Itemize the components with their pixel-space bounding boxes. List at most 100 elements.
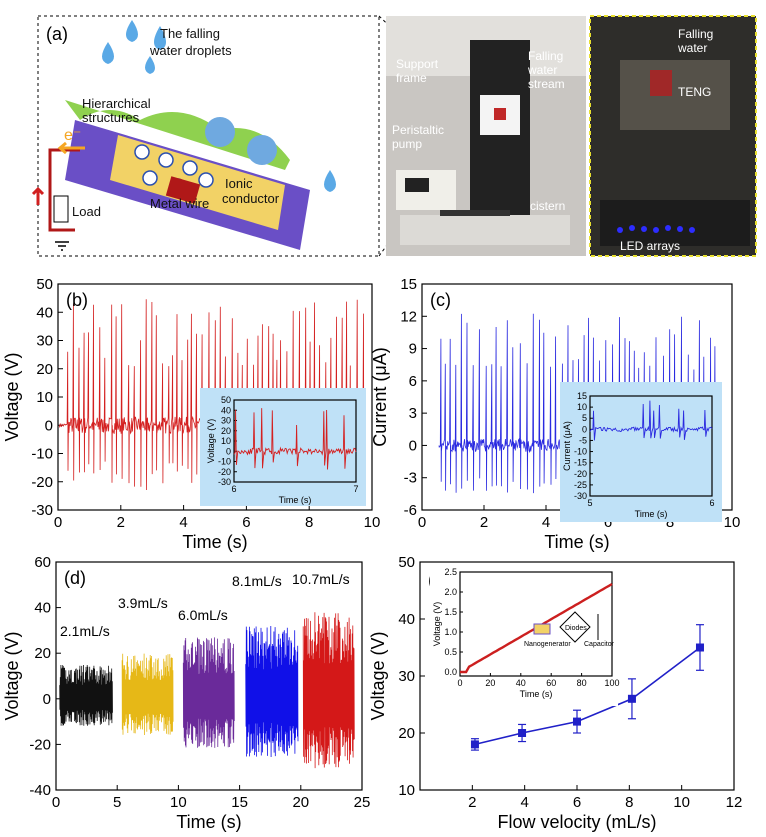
e-x-tick-label: 12 [726,794,743,811]
cistern-label: cistern [530,199,565,213]
d-x-tick-label: 20 [292,794,309,811]
c-inset-y-axis-label: Current (μA) [562,421,572,471]
chart-e: 2 4 6 8 10 12 10 20 30 40 50 Flow velocity (mL/s) Vo… [368,554,742,832]
d-x-tick-label: 25 [354,794,371,811]
c-y-tick-label: 0 [409,437,417,454]
c-y-tick-label: -3 [404,470,417,487]
d-series-4 [302,612,355,769]
c-inset-x-tick-label: 6 [709,498,714,508]
c-x-tick-label: 10 [724,514,741,531]
d-y-tick-label: 60 [34,554,51,571]
c-y-axis-label: Current (μA) [370,347,390,446]
teng-label: TENG [678,85,711,99]
c-inset-y-tick-label: -10 [574,447,587,457]
d-y-tick-label: 40 [34,600,51,617]
c-inset-x-axis-label: Time (s) [635,509,668,519]
d-x-tick-label: 5 [113,794,121,811]
e-inset-y-axis-label: Voltage (V) [432,602,442,647]
d-plot-frame [55,561,363,791]
b-inset-y-tick-label: 50 [221,395,231,405]
e-data-point [470,740,479,749]
d-series-label-2: 6.0mL/s [178,607,228,623]
diodes-label: Diodes [565,625,587,632]
c-inset-series [589,400,713,441]
b-inset-y-tick-label: 40 [221,405,231,415]
b-inset-series [233,408,357,470]
e-data-point [627,694,636,703]
capacitor-label: Capacitor [584,641,615,648]
e-x-tick-label: 10 [673,794,690,811]
e-inset-x-tick-label: 60 [546,678,556,688]
e-data-point [695,643,704,652]
e-y-tick-label: 20 [398,725,415,742]
b-x-tick-label: 2 [117,514,125,531]
e-inset-bg [430,568,618,706]
e-data-point [573,717,581,726]
b-y-tick-label: 30 [36,333,53,350]
e-y-tick-label: 30 [398,668,415,685]
e-inset-x-tick-label: 100 [604,678,619,688]
d-x-axis-label: Time (s) [176,812,241,832]
b-x-tick-label: 6 [242,514,250,531]
e-x-tick-label: 8 [625,794,633,811]
c-y-tick-label: 12 [400,308,417,325]
e-y-tick-label: 50 [398,554,415,571]
c-inset-plot-frame [589,395,713,497]
led-photo [589,15,757,257]
b-y-tick-label: -30 [31,502,53,519]
b-panel-label: (b) [66,290,88,310]
e-x-tick-label: 2 [468,794,476,811]
b-inset-x-tick-label: 6 [231,484,236,494]
e-x-tick-label: 4 [520,794,528,811]
c-panel-label: (c) [430,290,451,310]
droplets-text: The falling water droplets [149,26,232,58]
d-x-tick-label: 0 [52,794,60,811]
d-y-tick-label: -40 [29,782,51,799]
b-inset-y-tick-label: 10 [221,436,231,446]
c-y-tick-label: 3 [409,405,417,422]
metal-wire-label: Metal wire [150,196,209,211]
b-inset-y-tick-label: 0 [226,446,231,456]
d-series-0 [59,664,113,726]
c-inset-y-tick-label: 10 [577,402,587,412]
b-x-tick-label: 0 [54,514,62,531]
e-y-tick-label: 40 [398,611,415,628]
c-x-axis-label: Time (s) [544,532,609,552]
b-inset-y-tick-label: -10 [218,457,231,467]
b-y-axis-label: Voltage (V) [2,352,22,441]
c-inset-y-tick-label: 5 [582,413,587,423]
c-inset-x-tick-label: 5 [587,498,592,508]
b-x-tick-label: 4 [179,514,187,531]
droplet-icons [102,20,336,192]
c-y-tick-label: -6 [404,502,417,519]
d-y-axis-label: Voltage (V) [2,631,22,720]
e-inset-x-tick-label: 40 [516,678,526,688]
led-label: LED arrays [620,239,680,253]
b-x-axis-label: Time (s) [182,532,247,552]
e-y-tick-label: 10 [398,782,415,799]
ionic-text: Ionic conductor [222,176,280,206]
e-inset-x-tick-label: 0 [457,678,462,688]
load-label: Load [72,204,101,219]
c-inset-y-tick-label: -5 [579,435,587,445]
c-y-tick-label: 15 [400,276,417,293]
support-frame-label: Support frame [396,57,439,85]
c-x-tick-label: 4 [542,514,550,531]
e-inset-y-tick-label: 1.0 [444,627,457,637]
b-inset-bg [200,388,366,506]
chart-d: 0 5 10 15 20 25 -40 -20 0 20 40 60 Time (s) Voltage (… [2,554,370,832]
hier-text: Hierarchical structures [82,96,151,125]
d-series-label-3: 8.1mL/s [232,573,282,589]
d-x-tick-label: 15 [231,794,248,811]
c-inset-y-tick-label: -15 [574,458,587,468]
d-y-tick-label: -20 [29,736,51,753]
b-y-tick-label: 0 [45,417,53,434]
c-x-tick-label: 8 [666,514,674,531]
e-data-point [518,729,527,737]
b-inset-y-axis-label: Voltage (V) [206,419,216,464]
c-inset-y-tick-label: 0 [582,424,587,434]
e-x-axis-label: Flow velocity (mL/s) [497,812,656,832]
d-series-label-1: 3.9mL/s [118,595,168,611]
